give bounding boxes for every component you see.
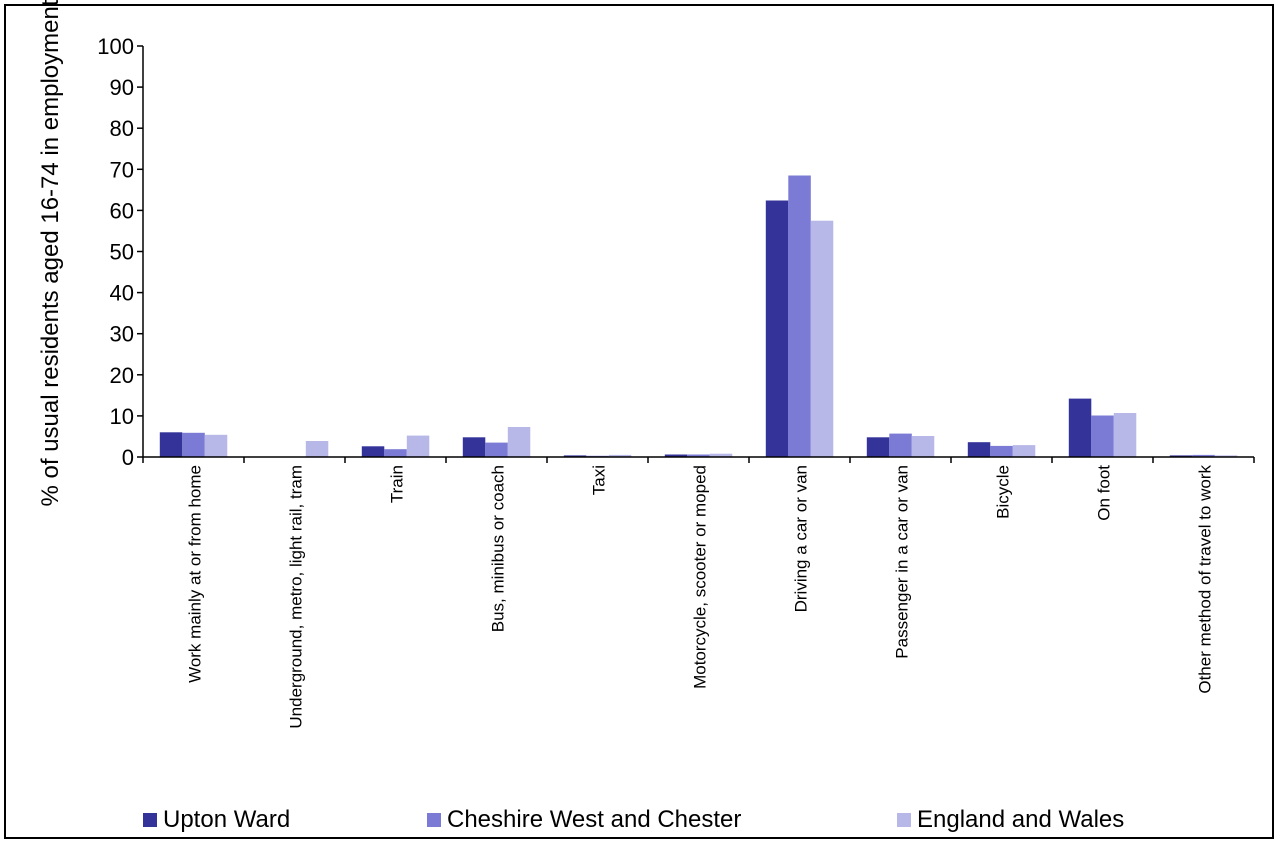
legend-item-upton-ward: Upton Ward — [143, 806, 290, 834]
legend-swatch-cheshire-west-and-chester — [427, 813, 441, 827]
y-tick-label: 40 — [110, 281, 134, 306]
y-tick-label: 60 — [110, 198, 134, 223]
bar — [182, 432, 205, 457]
bar — [204, 434, 228, 457]
x-tick-label: Driving a car or van — [792, 465, 811, 612]
bar — [866, 437, 890, 457]
bar — [810, 220, 834, 457]
y-tick-label: 70 — [110, 157, 134, 182]
x-tick-label: On foot — [1095, 465, 1114, 521]
legend-label-upton-ward: Upton Ward — [163, 806, 291, 833]
y-tick-label: 90 — [110, 75, 134, 100]
bar — [889, 433, 912, 457]
bar — [990, 445, 1013, 457]
y-axis-label: % of usual residents aged 16-74 in emplo… — [37, 0, 64, 506]
bar — [664, 454, 688, 457]
bar — [967, 442, 991, 457]
x-tick-label: Work mainly at or from home — [186, 465, 205, 683]
bar — [305, 441, 329, 457]
bar — [1091, 415, 1114, 457]
bar — [406, 435, 430, 457]
bar — [1012, 445, 1036, 457]
bar — [687, 454, 710, 457]
x-tick-label: Bicycle — [994, 465, 1013, 519]
y-tick-label: 0 — [122, 445, 134, 470]
bar — [361, 446, 385, 457]
bar — [1192, 454, 1215, 457]
x-tick-label: Passenger in a car or van — [893, 465, 912, 659]
legend-label-cheshire-west-and-chester: Cheshire West and Chester — [447, 806, 742, 833]
bar — [462, 437, 486, 457]
chart-frame — [4, 4, 1274, 839]
y-tick-label: 20 — [110, 363, 134, 388]
bar — [507, 427, 531, 457]
bar — [709, 453, 733, 457]
bar — [485, 442, 508, 457]
legend-item-cheshire-west-and-chester: Cheshire West and Chester — [427, 806, 741, 834]
y-tick-label: 30 — [110, 322, 134, 347]
bar — [1169, 455, 1193, 457]
legend: Upton Ward Cheshire West and Chester Eng… — [0, 806, 1278, 834]
y-tick-label: 100 — [97, 34, 134, 59]
x-tick-label: Underground, metro, light rail, tram — [287, 465, 306, 729]
legend-swatch-england-and-wales — [897, 813, 911, 827]
bar — [1214, 455, 1238, 457]
x-tick-label: Motorcycle, scooter or moped — [691, 465, 710, 689]
x-tick-label: Bus, minibus or coach — [489, 465, 508, 632]
bar — [1113, 413, 1137, 457]
y-tick-label: 80 — [110, 116, 134, 141]
y-tick-label: 10 — [110, 404, 134, 429]
bar — [384, 449, 407, 457]
bar — [563, 455, 587, 457]
x-tick-label: Taxi — [590, 465, 609, 495]
legend-swatch-upton-ward — [143, 813, 157, 827]
bar — [765, 200, 789, 457]
y-tick-label: 50 — [110, 240, 134, 265]
legend-label-england-and-wales: England and Wales — [917, 806, 1125, 833]
x-tick-label: Other method of travel to work — [1196, 465, 1215, 694]
bar — [608, 454, 632, 457]
plot-area: 0 10 20 30 40 50 60 70 80 90 100 Work mainly at or … — [97, 34, 1255, 729]
legend-item-england-and-wales: England and Wales — [897, 806, 1124, 834]
bar — [911, 436, 935, 457]
bar — [159, 432, 183, 457]
bar — [1068, 398, 1092, 457]
x-tick-label: Train — [388, 465, 407, 503]
bar — [788, 175, 811, 457]
